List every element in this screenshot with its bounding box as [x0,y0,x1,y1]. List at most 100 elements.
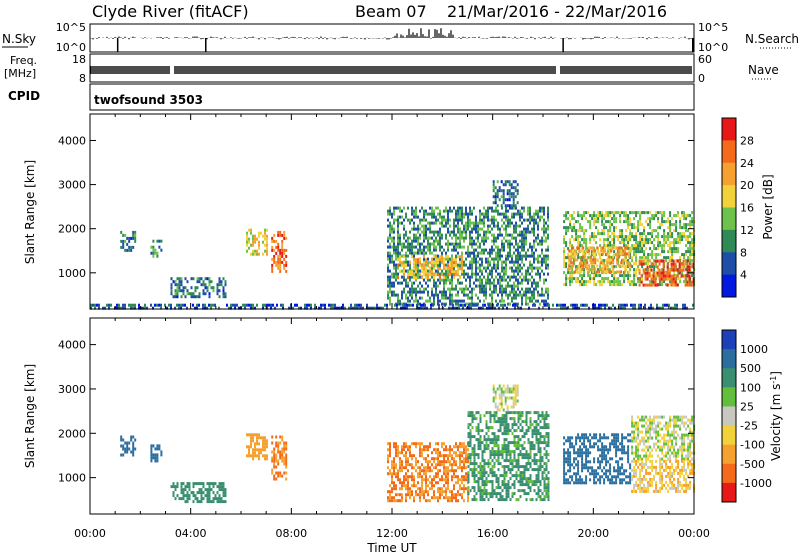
heatmap-cell [521,444,524,448]
heatmap-cell [415,251,417,255]
heatmap-cell [465,233,467,237]
heatmap-cell [564,306,566,310]
heatmap-cell [686,262,689,266]
heatmap-cell [457,448,459,452]
heatmap-cell [198,292,201,296]
heatmap-cell [447,469,449,473]
heatmap-cell [577,256,580,260]
heatmap-cell [387,496,389,500]
heatmap-cell [279,456,282,460]
heatmap-cell [433,496,435,500]
heatmap-cell [395,248,397,252]
heatmap-cell [445,481,447,485]
heatmap-cell [640,280,643,284]
heatmap-cell [685,244,688,248]
heatmap-cell [443,272,445,276]
heatmap-cell [507,411,510,415]
heatmap-cell [609,250,612,254]
heatmap-cell [397,272,399,276]
heatmap-cell [431,242,433,246]
heatmap-cell [391,260,393,264]
heatmap-cell [507,486,510,490]
heatmap-cell [596,264,599,268]
heatmap-cell [395,251,397,255]
heatmap-cell [222,494,225,498]
heatmap-cell [649,253,652,257]
heatmap-cell [589,274,592,278]
colorbar-swatch [722,252,736,276]
heatmap-cell [611,265,614,269]
heatmap-cell [597,229,600,233]
heatmap-cell [252,454,254,458]
heatmap-cell [453,496,455,500]
heatmap-cell [489,420,492,424]
heatmap-cell [220,482,223,486]
heatmap-cell [395,454,397,458]
heatmap-cell [427,463,429,467]
heatmap-cell [469,242,471,246]
heatmap-cell [415,264,417,268]
heatmap-cell [449,287,451,291]
heatmap-cell [273,233,276,237]
heatmap-cell [531,230,533,234]
heatmap-cell [457,299,459,303]
heatmap-cell [494,306,496,310]
heatmap-cell [156,251,159,255]
heatmap-cell [463,451,465,455]
heatmap-cell [457,227,459,231]
heatmap-cell [421,284,423,288]
heatmap-cell [502,306,504,310]
heatmap-cell [479,233,481,237]
heatmap-cell [356,306,358,310]
heatmap-cell [387,269,389,273]
heatmap-cell [469,456,472,460]
heatmap-cell [533,218,535,222]
heatmap-cell [501,278,503,282]
heatmap-cell [479,221,481,225]
heatmap-cell [279,435,282,439]
heatmap-cell [608,252,611,256]
heatmap-cell [511,450,514,454]
heatmap-cell [248,246,250,250]
heatmap-cell [495,414,498,418]
heatmap-cell [517,251,519,255]
heatmap-cell [447,457,449,461]
heatmap-cell [619,241,622,245]
heatmap-cell [541,227,543,231]
heatmap-cell [650,268,653,272]
heatmap-cell [459,267,461,271]
heatmap-cell [417,487,419,491]
heatmap-cell [275,453,278,457]
heatmap-cell [489,438,492,442]
heatmap-cell [543,212,545,216]
heatmap-cell [475,260,477,264]
heatmap-cell [495,480,498,484]
heatmap-cell [690,280,693,284]
heatmap-cell [668,259,671,263]
heatmap-cell [146,306,148,310]
heatmap-cell [192,292,195,296]
heatmap-cell [509,429,512,433]
heatmap-cell [503,290,505,294]
heatmap-cell [283,233,286,237]
heatmap-cell [469,251,471,255]
heatmap-cell [603,214,606,218]
heatmap-cell [493,471,496,475]
heatmap-cell [492,201,495,205]
heatmap-cell [475,248,477,252]
heatmap-cell [435,481,437,485]
station-title: Clyde River (fitACF) [92,2,249,21]
heatmap-cell [671,217,674,221]
heatmap-cell [545,254,547,258]
heatmap-cell [505,254,507,258]
heatmap-cell [659,241,662,245]
heatmap-cell [419,245,421,249]
heatmap-cell [505,498,508,502]
heatmap-cell [519,257,521,261]
heatmap-cell [336,306,338,310]
heatmap-cell [481,236,483,240]
heatmap-cell [421,230,423,234]
heatmap-cell [493,450,496,454]
heatmap-cell [607,214,610,218]
